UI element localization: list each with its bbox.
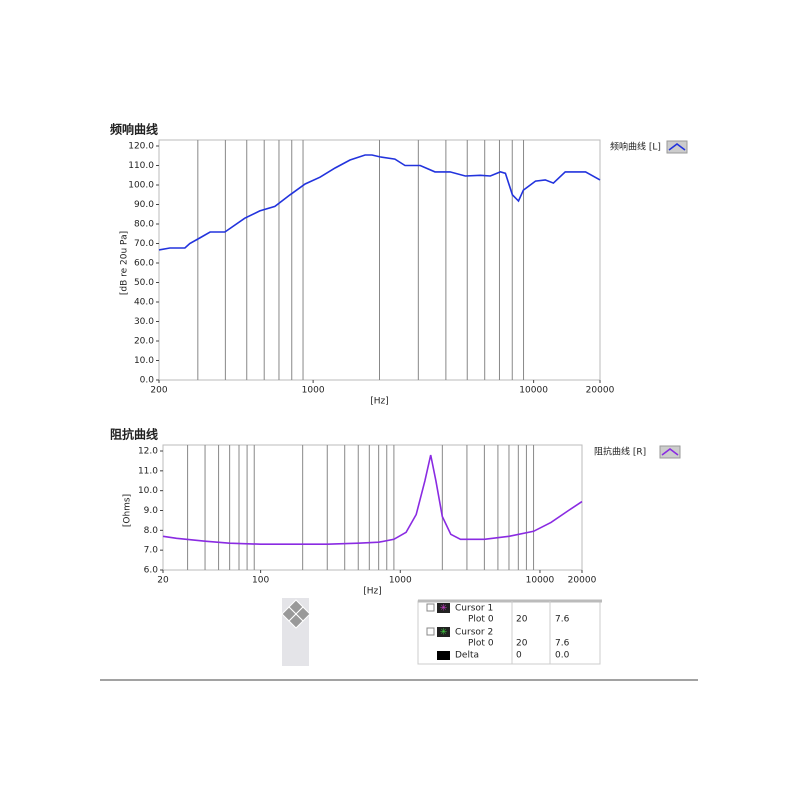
- y-tick-label: 120.0: [128, 142, 154, 152]
- svg-text:✳: ✳: [440, 628, 448, 638]
- y-tick-label: 70.0: [134, 239, 154, 249]
- legend-line: [668, 143, 686, 151]
- x-tick-label: 10000: [526, 576, 555, 586]
- y-tick-label: 12.0: [138, 447, 158, 457]
- x-axis-label: [Hz]: [363, 587, 382, 597]
- svg-text:✳: ✳: [440, 604, 448, 614]
- plot-area: [162, 444, 583, 571]
- legend-label: 频响曲线 [L]: [610, 141, 661, 153]
- cursor-cell: 7.6: [555, 639, 570, 649]
- cursor-cell: 20: [516, 615, 528, 625]
- y-tick-label: 7.0: [144, 546, 159, 556]
- cursor-cell: Plot 0: [468, 639, 494, 649]
- cursor-cell: Delta: [455, 651, 479, 661]
- chart-title: 频响曲线: [110, 122, 158, 137]
- legend-line: [661, 448, 679, 456]
- y-tick-label: 80.0: [134, 220, 154, 230]
- x-tick-label: 1000: [389, 576, 412, 586]
- y-tick-label: 90.0: [134, 200, 154, 210]
- x-axis-label: [Hz]: [370, 397, 389, 407]
- y-tick-label: 10.0: [138, 486, 158, 496]
- data-line: [162, 454, 583, 545]
- y-tick-label: 100.0: [128, 181, 154, 191]
- y-axis-label: [dB re 20u Pa]: [120, 231, 130, 295]
- y-tick-label: 9.0: [144, 506, 159, 516]
- legend-swatch: [659, 445, 681, 459]
- cursor-cell: 20: [516, 639, 528, 649]
- legend-label: 阻抗曲线 [R]: [594, 446, 646, 458]
- y-tick-label: 10.0: [134, 356, 154, 366]
- x-tick-label: 200: [150, 386, 167, 396]
- x-tick-label: 20000: [568, 576, 597, 586]
- y-tick-label: 60.0: [134, 259, 154, 269]
- x-tick-label: 20000: [586, 386, 615, 396]
- y-tick-label: 20.0: [134, 337, 154, 347]
- y-tick-label: 8.0: [144, 526, 159, 536]
- x-tick-label: 1000: [302, 386, 325, 396]
- y-tick-label: 50.0: [134, 278, 154, 288]
- cursor-cell: Cursor 2: [455, 628, 493, 638]
- chart-title: 阻抗曲线: [110, 427, 158, 442]
- x-tick-label: 10000: [519, 386, 548, 396]
- cursor-cell: 0: [516, 651, 522, 661]
- data-line: [158, 154, 601, 251]
- cursor-cell: Cursor 1: [455, 604, 493, 614]
- legend-swatch: [666, 140, 688, 154]
- y-tick-label: 40.0: [134, 298, 154, 308]
- x-tick-label: 100: [252, 576, 269, 586]
- diamond-icon: [281, 599, 311, 629]
- cursor-cell: Plot 0: [468, 615, 494, 625]
- y-tick-label: 0.0: [140, 376, 155, 386]
- cursor-cell: 7.6: [555, 615, 570, 625]
- y-axis-label: [Ohms]: [123, 494, 133, 527]
- y-tick-label: 11.0: [138, 466, 158, 476]
- y-tick-label: 110.0: [128, 161, 154, 171]
- cursor-cell: 0.0: [555, 651, 570, 661]
- x-tick-label: 20: [157, 576, 169, 586]
- y-tick-label: 6.0: [144, 566, 159, 576]
- y-tick-label: 30.0: [134, 317, 154, 327]
